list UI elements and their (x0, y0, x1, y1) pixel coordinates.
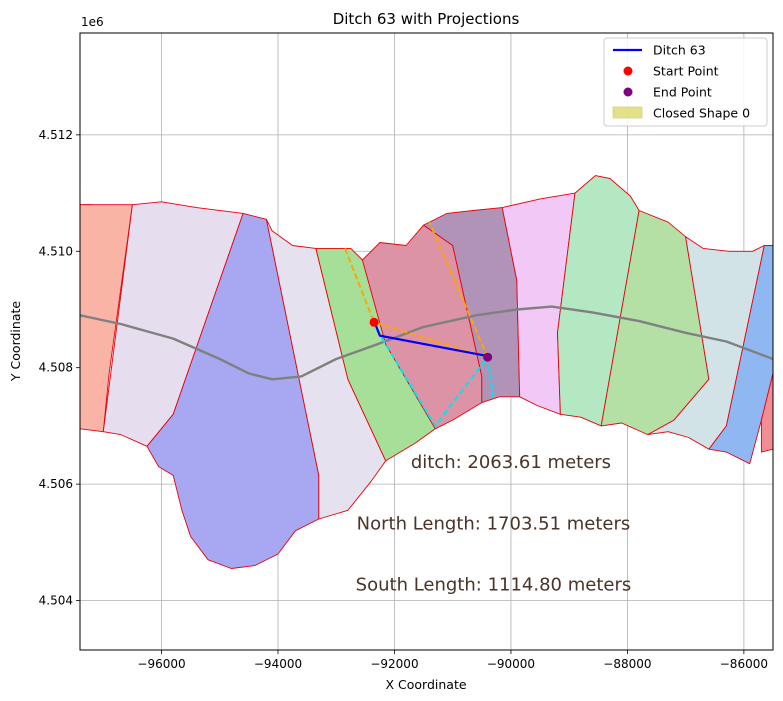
y-axis-ticks: 4.504 4.506 4.508 4.510 4.512 (39, 128, 80, 608)
x-tick-label: −86000 (720, 657, 768, 671)
series-points (369, 317, 493, 362)
legend-label: End Point (653, 85, 712, 100)
y-offset-label: 1e6 (81, 15, 104, 29)
y-tick-label: 4.512 (39, 128, 73, 142)
x-axis-label: X Coordinate (385, 677, 466, 692)
closed-shape-polygon (760, 373, 773, 453)
legend-patch-swatch (612, 106, 643, 119)
legend-label: Ditch 63 (653, 43, 706, 58)
south-projection-line (376, 329, 495, 428)
closed-shape-polygon (708, 245, 773, 465)
legend-label: Closed Shape 0 (653, 106, 750, 121)
legend-marker-swatch (623, 87, 633, 97)
annotations: ditch: 2063.61 meters North Length: 1703.… (356, 452, 632, 596)
y-tick-label: 4.510 (39, 244, 73, 258)
chart-title: Ditch 63 with Projections (333, 10, 520, 28)
x-tick-label: −88000 (603, 657, 651, 671)
legend-box (603, 37, 768, 127)
axes-frame (79, 32, 774, 651)
y-tick-label: 4.504 (39, 594, 73, 608)
plot-area (80, 175, 773, 569)
length-annotation: ditch: 2063.61 meters (411, 452, 611, 473)
x-tick-label: −90000 (487, 657, 535, 671)
x-tick-label: −96000 (137, 657, 185, 671)
y-axis-label: Y Coordinate (8, 301, 23, 382)
legend-label: Start Point (653, 64, 719, 79)
length-annotation: South Length: 1114.80 meters (356, 575, 632, 596)
closed-shape-polygon (80, 204, 133, 433)
legend-marker-swatch (623, 66, 633, 76)
legend: Ditch 63 Start Point End Point Closed Shape… (603, 37, 768, 127)
closed-shape-polygon (315, 247, 436, 462)
x-tick-label: −92000 (370, 657, 418, 671)
y-tick-label: 4.506 (39, 477, 73, 491)
x-axis-ticks: −96000 −94000 −92000 −90000 −88000 −86000 (137, 650, 768, 671)
y-tick-label: 4.508 (39, 361, 73, 375)
end-point-marker (483, 352, 493, 362)
x-tick-label: −94000 (254, 657, 302, 671)
start-point-marker (369, 317, 379, 327)
length-annotation: North Length: 1703.51 meters (357, 514, 631, 535)
north-projection-line (344, 221, 490, 359)
centerline (80, 305, 773, 381)
